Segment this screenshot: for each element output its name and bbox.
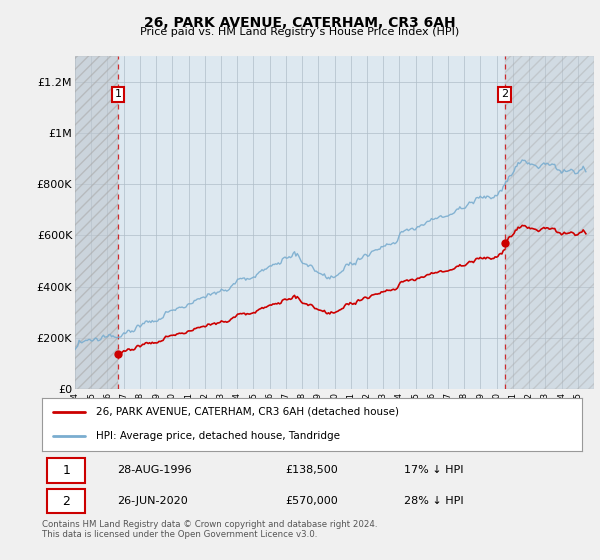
- Text: 1: 1: [115, 90, 121, 100]
- FancyBboxPatch shape: [47, 458, 85, 483]
- Text: 28-AUG-1996: 28-AUG-1996: [118, 465, 192, 475]
- Text: £138,500: £138,500: [285, 465, 338, 475]
- Text: 28% ↓ HPI: 28% ↓ HPI: [404, 496, 463, 506]
- Text: 17% ↓ HPI: 17% ↓ HPI: [404, 465, 463, 475]
- Text: 26, PARK AVENUE, CATERHAM, CR3 6AH: 26, PARK AVENUE, CATERHAM, CR3 6AH: [144, 16, 456, 30]
- Text: 1: 1: [62, 464, 70, 477]
- Text: 2: 2: [62, 494, 70, 508]
- Text: £570,000: £570,000: [285, 496, 338, 506]
- Text: 26-JUN-2020: 26-JUN-2020: [118, 496, 188, 506]
- Text: Price paid vs. HM Land Registry’s House Price Index (HPI): Price paid vs. HM Land Registry’s House …: [140, 27, 460, 37]
- Text: Contains HM Land Registry data © Crown copyright and database right 2024.
This d: Contains HM Land Registry data © Crown c…: [42, 520, 377, 539]
- Bar: [505, 56, 594, 389]
- Text: 26, PARK AVENUE, CATERHAM, CR3 6AH (detached house): 26, PARK AVENUE, CATERHAM, CR3 6AH (deta…: [96, 407, 399, 417]
- FancyBboxPatch shape: [47, 489, 85, 514]
- Bar: [75, 56, 118, 389]
- Text: 2: 2: [501, 90, 508, 100]
- Text: HPI: Average price, detached house, Tandridge: HPI: Average price, detached house, Tand…: [96, 431, 340, 441]
